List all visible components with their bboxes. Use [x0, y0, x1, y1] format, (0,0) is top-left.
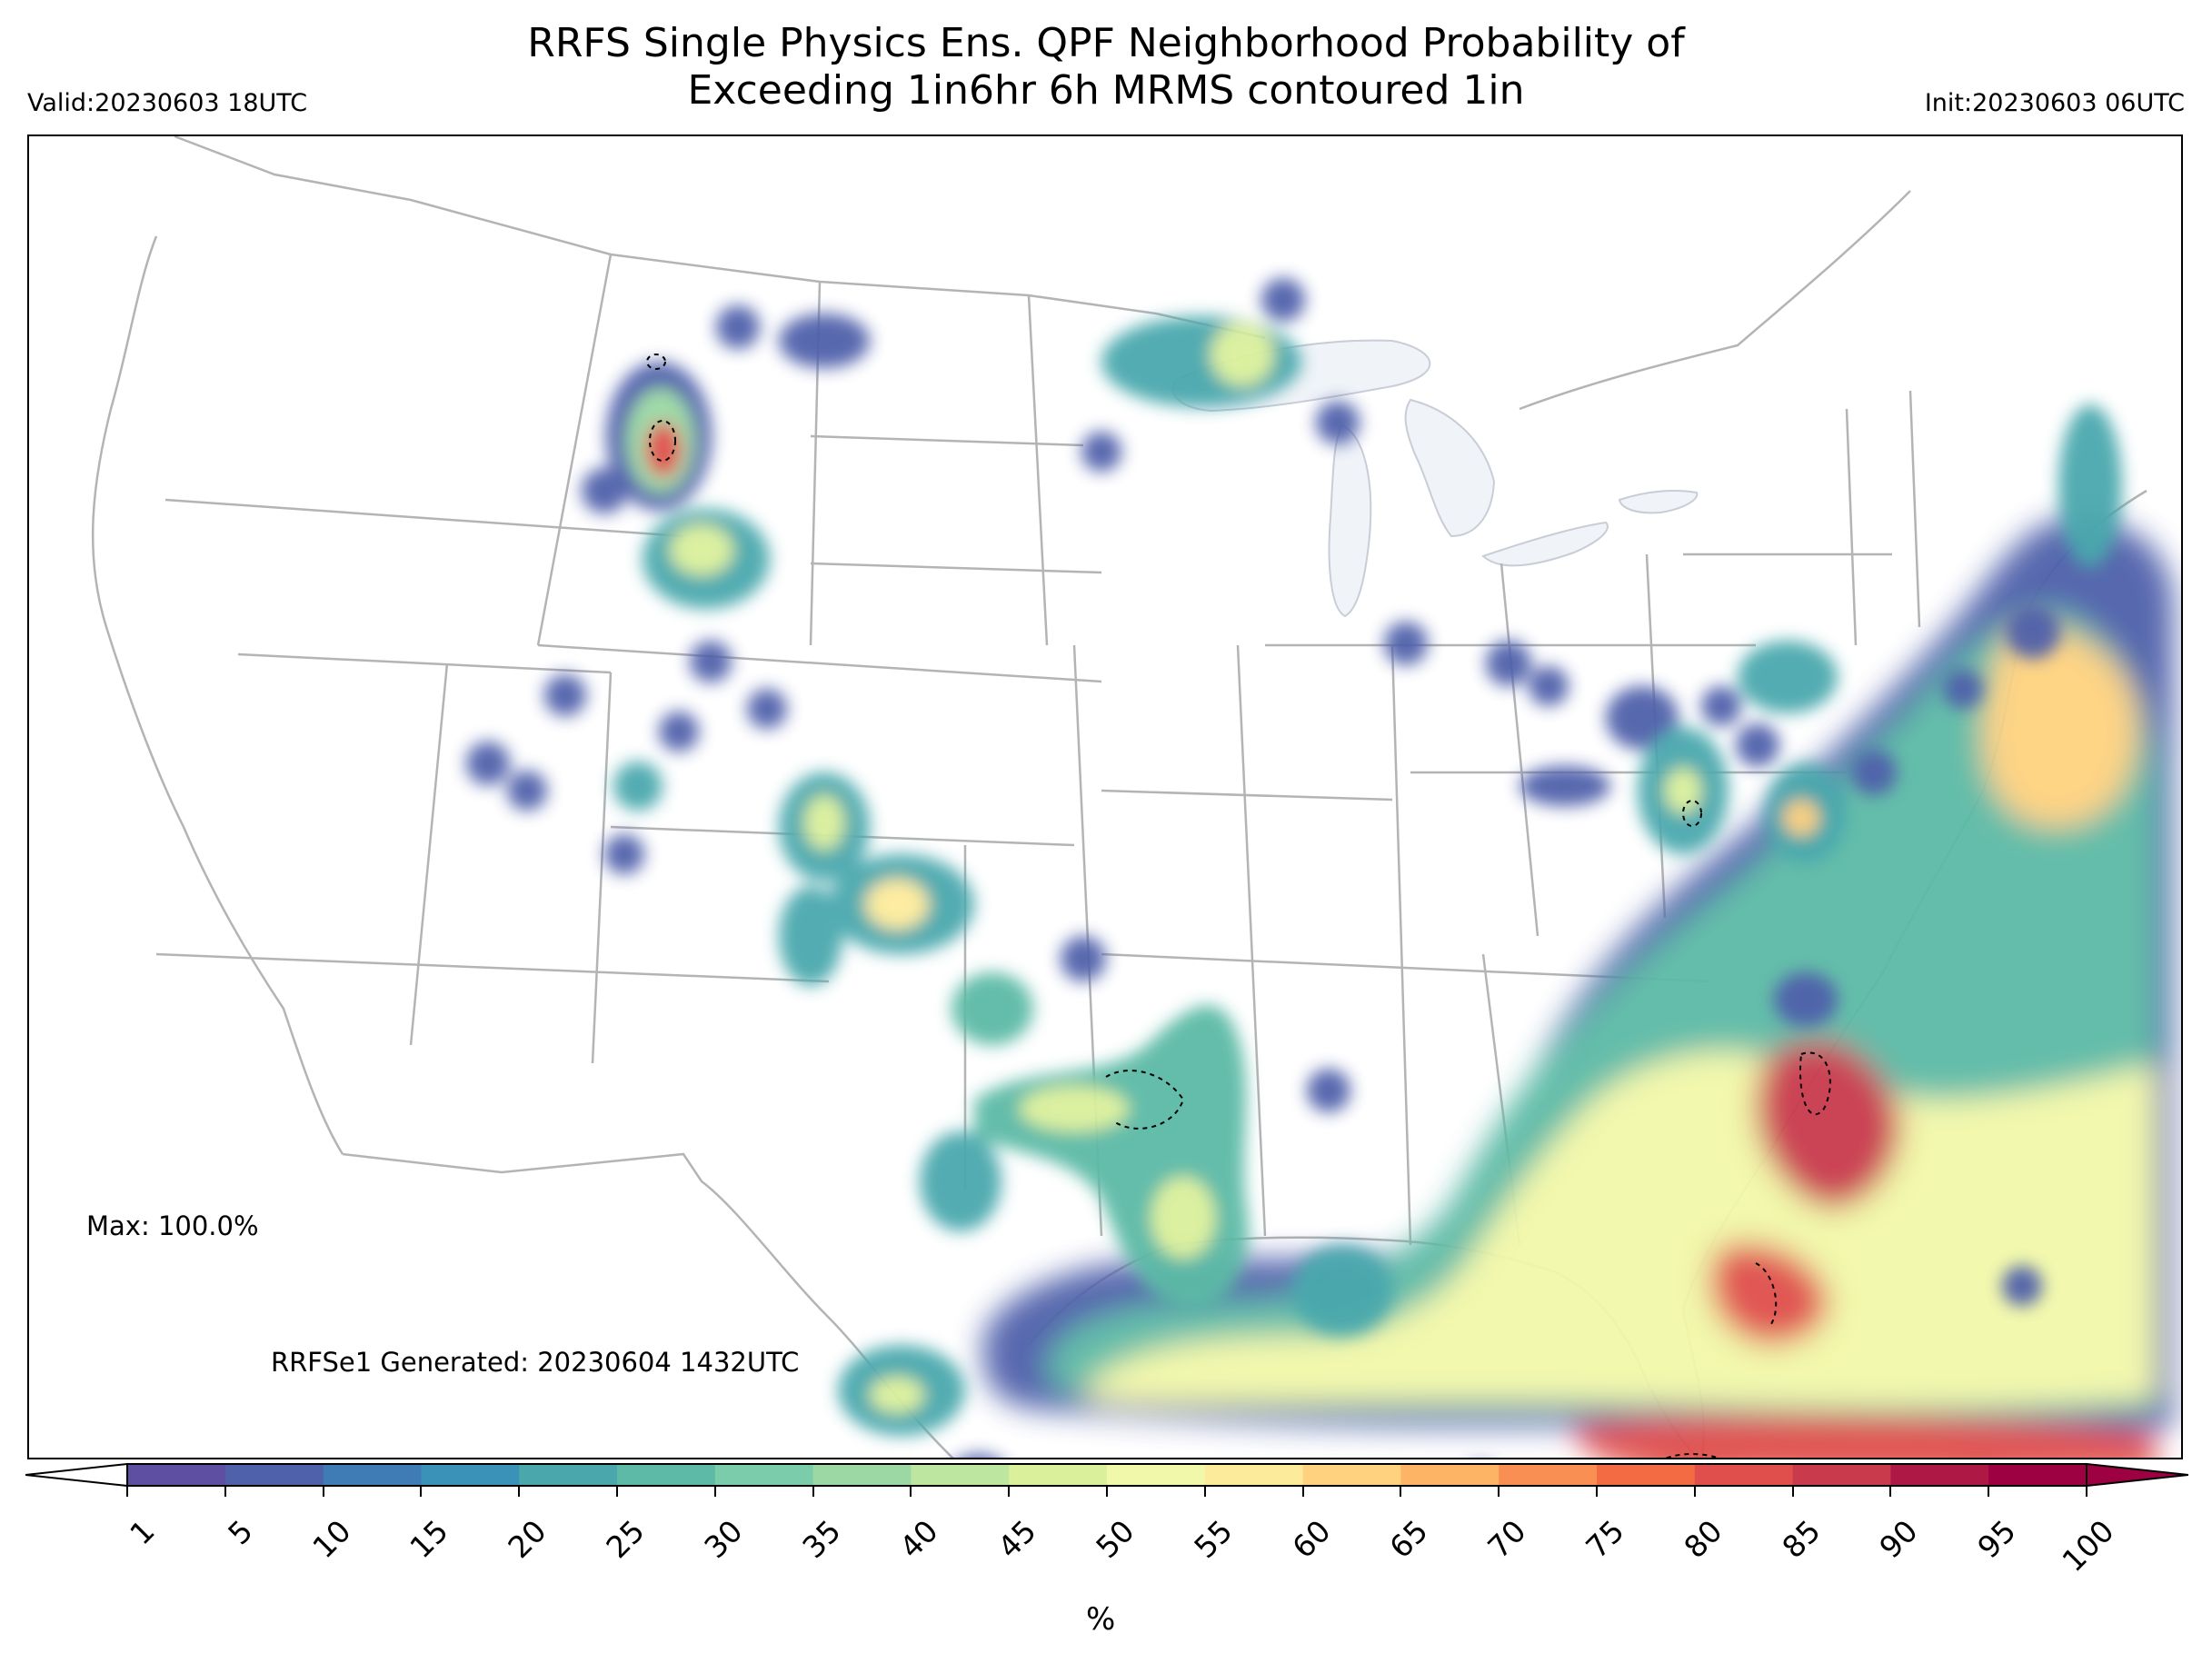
colorbar-tick-label: 100	[2055, 1513, 2121, 1579]
colorbar-tick-label: 35	[794, 1513, 848, 1566]
colorbar-tick-label: 60	[1284, 1513, 1338, 1566]
colorbar-cell	[519, 1464, 618, 1486]
colorbar-tick-mark	[1988, 1486, 1990, 1497]
colorbar-cell	[224, 1464, 324, 1486]
mid-atlantic-yellow	[1983, 627, 2137, 827]
colorbar-cell	[1890, 1464, 1989, 1486]
colorbar-tick-mark	[2086, 1486, 2087, 1497]
colorbar-tick-mark	[1693, 1486, 1696, 1497]
generated-label: RRFSe1 Generated: 20230604 1432UTC	[271, 1347, 800, 1378]
colorbar-cell	[1400, 1464, 1500, 1486]
west-coast	[91, 235, 344, 1155]
gulf-red-band	[1574, 1415, 2156, 1458]
colorbar-cell	[1499, 1464, 1598, 1486]
colorbar-tick-label: 1	[123, 1513, 162, 1552]
colorbar-tick-label: 75	[1579, 1513, 1631, 1566]
map-svg	[91, 136, 2174, 1458]
max-value-label: Max: 100.0%	[86, 1210, 259, 1241]
colorbar-cell	[323, 1464, 422, 1486]
colorbar-under-arrow	[25, 1462, 128, 1488]
map-panel	[27, 134, 2183, 1459]
colorbar-cell	[1792, 1464, 1891, 1486]
colorbar-tick-label: 95	[1970, 1513, 2023, 1566]
colorbar-tick-label: 50	[1089, 1513, 1141, 1566]
colorbar-cell	[421, 1464, 520, 1486]
colorbar-tick-mark	[1889, 1486, 1892, 1497]
colorbar-tick-label: 85	[1774, 1513, 1828, 1566]
colorbar-cell	[1009, 1464, 1108, 1486]
colorbar-tick-mark	[812, 1486, 814, 1497]
carolinas-red	[1756, 1040, 1901, 1209]
colorbar-tick-mark	[910, 1486, 912, 1497]
colorbar-tick-mark	[1498, 1486, 1500, 1497]
title-line-2: Exceeding 1in6hr 6h MRMS contoured 1in	[687, 67, 1525, 114]
colorbar-cell	[1597, 1464, 1696, 1486]
chart-title: RRFS Single Physics Ens. QPF Neighborhoo…	[0, 20, 2212, 115]
colorbar-tick-mark	[713, 1486, 716, 1497]
colorbar-tick-mark	[1400, 1486, 1402, 1497]
colorbar-cell	[1204, 1464, 1304, 1486]
colorbar-tick-label: 5	[220, 1513, 260, 1552]
colorbar-tick-mark	[322, 1486, 324, 1497]
colorbar-unit: %	[1086, 1601, 1116, 1638]
georgia-red	[1710, 1243, 1828, 1345]
colorbar-tick-mark	[1596, 1486, 1598, 1497]
colorbar-tick-mark	[224, 1486, 226, 1497]
oklahoma-band	[974, 1005, 1249, 1310]
colorbar-cell	[127, 1464, 226, 1486]
colorbar-cell	[911, 1464, 1010, 1486]
lake-michigan	[1328, 423, 1372, 618]
colorbar-tick-label: 80	[1677, 1513, 1729, 1566]
colorbar-tick-label: 25	[599, 1513, 652, 1566]
colorbar-cell	[617, 1464, 716, 1486]
colorbar-cell	[1302, 1464, 1401, 1486]
colorbar-cell	[812, 1464, 912, 1486]
mrms-contours	[646, 354, 1831, 1458]
colorbar-tick-mark	[126, 1486, 128, 1497]
colorbar-tick-label: 40	[892, 1513, 945, 1566]
colorbar-tick-label: 70	[1480, 1513, 1533, 1566]
lake-ontario	[1618, 490, 1699, 514]
lake-erie	[1481, 521, 1609, 567]
us-canada-border	[174, 136, 1266, 340]
colorbar-tick-mark	[1301, 1486, 1304, 1497]
colorbar-tick-label: 10	[304, 1513, 358, 1566]
init-time: Init:20230603 06UTC	[1924, 89, 2185, 117]
colorbar-tick-mark	[420, 1486, 423, 1497]
title-line-1: RRFS Single Physics Ens. QPF Neighborhoo…	[527, 20, 1685, 66]
colorbar-tick-label: 65	[1382, 1513, 1435, 1566]
colorbar-tick-label: 15	[403, 1513, 455, 1566]
canada-east-border	[1519, 190, 1911, 411]
colorbar-tick-label: 30	[697, 1513, 750, 1566]
colorbar-tick-mark	[1008, 1486, 1011, 1497]
colorbar-tick-mark	[1106, 1486, 1108, 1497]
colorbar-cell	[1107, 1464, 1206, 1486]
colorbar-tick-mark	[1791, 1486, 1794, 1497]
colorbar-tick-mark	[1203, 1486, 1206, 1497]
probability-field	[466, 278, 2174, 1458]
colorbar-tick-mark	[518, 1486, 521, 1497]
colorbar-cell	[1694, 1464, 1794, 1486]
colorbar-tick-mark	[616, 1486, 618, 1497]
colorbar-cell	[714, 1464, 814, 1486]
lake-huron	[1404, 398, 1496, 538]
colorbar-over-arrow	[2086, 1462, 2188, 1488]
colorbar-tick-label: 55	[1187, 1513, 1240, 1566]
colorbar-tick-label: 45	[991, 1513, 1043, 1566]
valid-time: Valid:20230603 18UTC	[27, 89, 308, 117]
montana-core	[645, 423, 682, 477]
colorbar-tick-label: 20	[501, 1513, 553, 1566]
colorbar-cells	[127, 1464, 2087, 1486]
colorbar-tick-label: 90	[1872, 1513, 1925, 1566]
colorbar-cell	[1988, 1464, 2087, 1486]
